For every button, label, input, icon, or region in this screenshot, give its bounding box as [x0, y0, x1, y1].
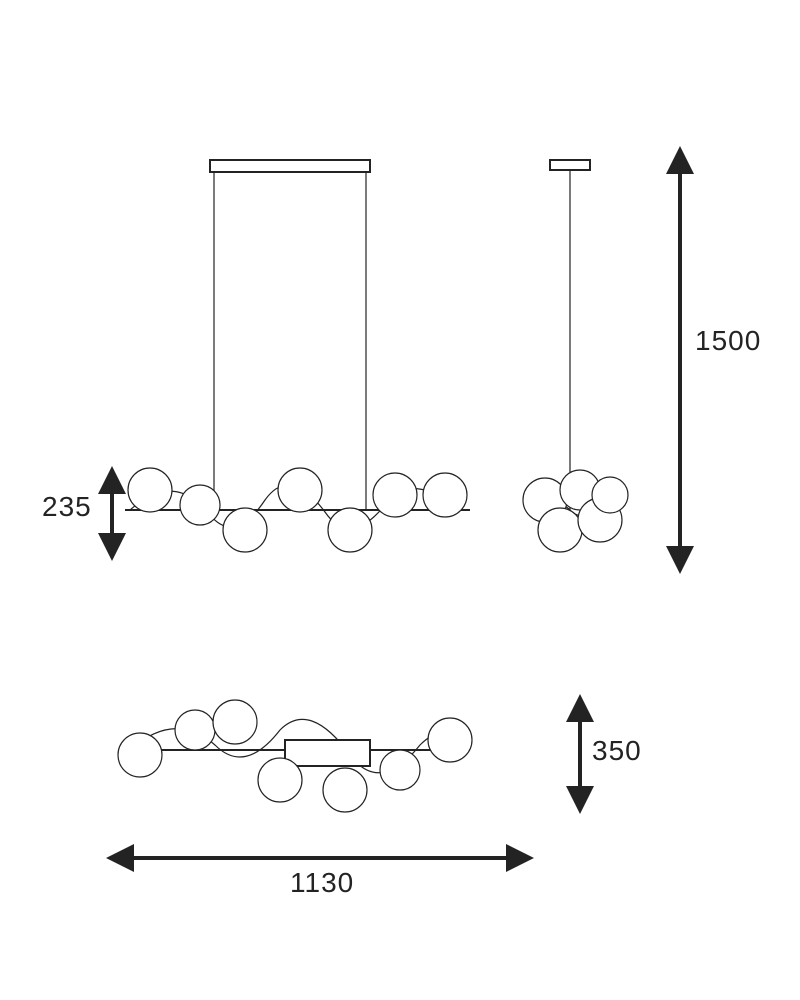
- dimension-labels: 235 1500 1130 350: [42, 325, 761, 898]
- globe: [118, 733, 162, 777]
- technical-drawing: 235 1500 1130 350: [0, 0, 800, 1000]
- globe: [538, 508, 582, 552]
- globe: [423, 473, 467, 517]
- globe: [592, 477, 628, 513]
- top-view: [118, 700, 472, 812]
- label-1130: 1130: [290, 867, 354, 898]
- globe: [180, 485, 220, 525]
- globe: [175, 710, 215, 750]
- globe: [328, 508, 372, 552]
- globe: [380, 750, 420, 790]
- front-view: [125, 160, 470, 552]
- globe: [128, 468, 172, 512]
- globe: [213, 700, 257, 744]
- globe: [373, 473, 417, 517]
- side-view: [523, 160, 628, 552]
- globe: [258, 758, 302, 802]
- globe: [323, 768, 367, 812]
- label-235: 235: [42, 491, 92, 522]
- globe: [428, 718, 472, 762]
- label-1500: 1500: [695, 325, 761, 356]
- globe: [278, 468, 322, 512]
- globe: [223, 508, 267, 552]
- label-350: 350: [592, 735, 642, 766]
